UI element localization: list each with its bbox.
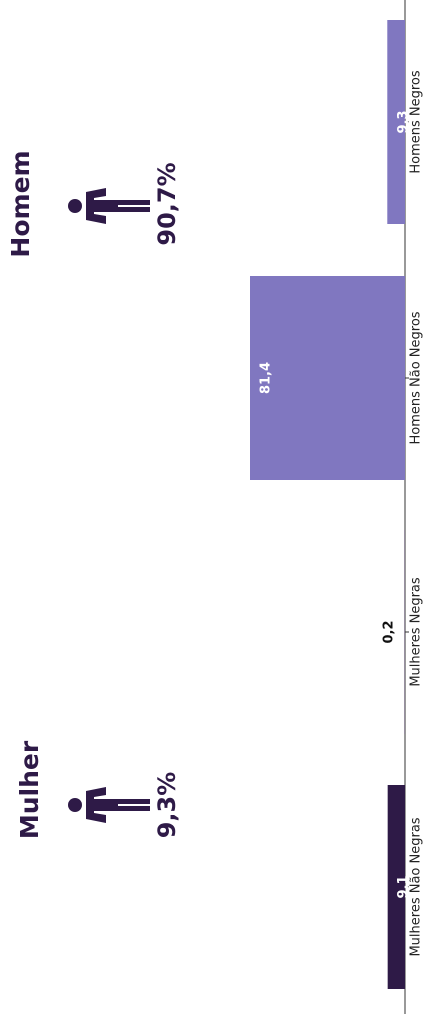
bar-3: [387, 20, 405, 224]
group-homem: Homem 90,7%: [6, 150, 181, 257]
value-label-1: 0,2: [382, 620, 397, 643]
person-icon: [68, 188, 150, 224]
category-label-2: Homens Não Negros: [409, 311, 423, 444]
bar-2: [250, 276, 405, 480]
category-label-0: Mulheres Não Negras: [409, 817, 423, 956]
group-percent-homem: 90,7%: [153, 162, 181, 245]
bar-0: [387, 785, 405, 989]
group-title-homem: Homem: [6, 150, 35, 257]
value-label-0: 9,1: [396, 875, 411, 898]
group-title-mulher: Mulher: [15, 740, 44, 839]
person-icon: [68, 787, 150, 823]
group-mulher: Mulher 9,3%: [15, 740, 181, 839]
category-label-3: Homens Negros: [409, 70, 423, 174]
value-label-2: 81,4: [259, 362, 274, 394]
group-percent-mulher: 9,3%: [153, 772, 181, 839]
category-label-1: Mulheres Negras: [409, 577, 423, 687]
value-label-3: 9,3: [396, 110, 411, 133]
